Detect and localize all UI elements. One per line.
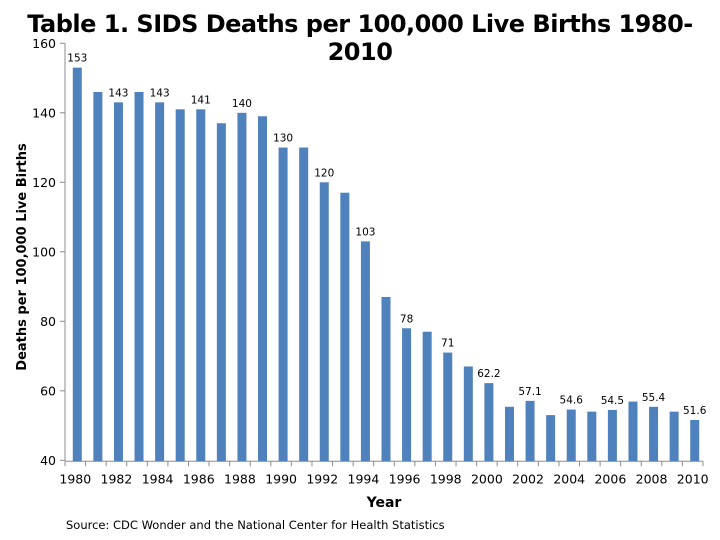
- bar-1987: [216, 123, 226, 462]
- bar-2006: [607, 409, 617, 462]
- x-tick-label: 1980: [59, 471, 91, 486]
- bar-1986: [196, 109, 206, 462]
- bar-2008: [649, 406, 659, 462]
- bar-1992: [319, 182, 329, 462]
- x-tick-label: 1986: [183, 471, 215, 486]
- bar-2010: [690, 419, 700, 462]
- bar-2000: [484, 383, 494, 462]
- x-tick-label: 1992: [306, 471, 338, 486]
- chart-title: Table 1. SIDS Deaths per 100,000 Live Bi…: [27, 10, 693, 66]
- y-tick-label: 40: [40, 453, 56, 468]
- x-tick-label: 2010: [677, 471, 709, 486]
- data-label-1982: 143: [108, 87, 128, 99]
- data-label-1980: 153: [67, 53, 87, 65]
- y-axis: 40 60 80 100 120 140 160: [32, 36, 66, 468]
- bar-1997: [422, 331, 432, 462]
- y-tick-label: 80: [40, 314, 56, 329]
- bar-1990: [278, 147, 288, 462]
- data-label-1984: 143: [150, 87, 170, 99]
- data-label-1986: 141: [191, 94, 211, 106]
- data-label-1996: 78: [400, 313, 413, 325]
- bar-2005: [587, 411, 597, 462]
- x-tick-label: 1996: [389, 471, 421, 486]
- data-label-2004: 54.6: [560, 395, 584, 407]
- y-tick-label: 100: [32, 244, 56, 259]
- bars: [72, 67, 700, 462]
- bar-2003: [546, 415, 556, 462]
- data-label-1994: 103: [355, 226, 375, 238]
- x-tick-label: 1984: [142, 471, 174, 486]
- x-axis: 1980 1982 1984 1986 1988 1990 1992 1994 1996 1998…: [59, 460, 709, 486]
- bar-1980: [72, 67, 82, 462]
- bar-2004: [566, 409, 576, 462]
- source-note: Source: CDC Wonder and the National Cent…: [66, 518, 445, 532]
- bar-2001: [504, 406, 514, 462]
- bar-1999: [463, 366, 473, 462]
- bar-1982: [113, 102, 123, 462]
- x-tick-label: 2004: [553, 471, 585, 486]
- x-tick-label: 2002: [512, 471, 544, 486]
- bar-1985: [175, 109, 185, 462]
- y-tick-label: 60: [40, 383, 56, 398]
- data-label-2002: 57.1: [518, 386, 541, 398]
- data-label-2006: 54.5: [601, 395, 624, 407]
- y-tick-label: 140: [32, 105, 56, 120]
- bar-1993: [340, 192, 350, 462]
- bar-1981: [93, 91, 103, 462]
- data-label-1990: 130: [273, 133, 293, 145]
- bar-1996: [402, 328, 412, 462]
- x-tick-label: 1988: [224, 471, 256, 486]
- bar-1984: [155, 102, 165, 462]
- x-tick-label: 1982: [101, 471, 133, 486]
- bar-1998: [443, 352, 453, 462]
- y-tick-label: 160: [32, 36, 56, 51]
- y-axis-label: Deaths per 100,000 Live Births: [15, 143, 30, 371]
- bar-1983: [134, 91, 144, 462]
- x-tick-label: 1998: [430, 471, 462, 486]
- x-tick-label: 1994: [348, 471, 380, 486]
- x-tick-label: 1990: [265, 471, 297, 486]
- data-label-1988: 140: [232, 98, 252, 110]
- data-label-1998: 71: [441, 338, 454, 350]
- data-label-2010: 51.6: [683, 405, 707, 417]
- data-label-1992: 120: [314, 167, 334, 179]
- bar-2002: [525, 400, 535, 462]
- data-labels: 153 143 143 141 140 130 120 103 78 71 62.2 57.1 54.6…: [67, 53, 706, 417]
- x-tick-label: 2000: [471, 471, 503, 486]
- data-label-2008: 55.4: [642, 392, 666, 404]
- x-axis-label: Year: [366, 495, 402, 511]
- x-tick-label: 2006: [594, 471, 626, 486]
- x-tick-label: 2008: [636, 471, 668, 486]
- bar-2007: [628, 401, 638, 462]
- bar-2009: [669, 411, 679, 462]
- bar-1991: [299, 147, 309, 462]
- bar-1988: [237, 112, 247, 462]
- bar-1995: [381, 296, 391, 462]
- y-tick-label: 120: [32, 175, 56, 190]
- bar-1994: [360, 241, 370, 462]
- bar-1989: [258, 116, 268, 462]
- data-label-2000: 62.2: [477, 368, 500, 380]
